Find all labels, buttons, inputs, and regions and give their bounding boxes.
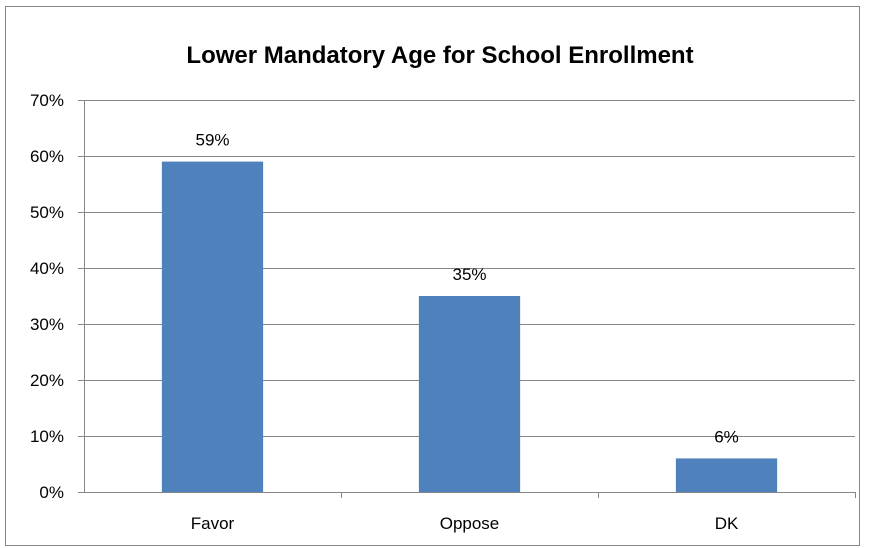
x-tick-label: DK (715, 514, 739, 533)
bar-oppose (418, 296, 521, 492)
y-tick-label: 40% (30, 259, 64, 278)
axes: 0% 10% 20% 30% 40% 50% 60% 70% Favor Oppose DK (30, 91, 856, 533)
x-tick-label: Favor (191, 514, 235, 533)
y-tick-label: 20% (30, 371, 64, 390)
data-label: 35% (452, 265, 486, 284)
y-tick-label: 30% (30, 315, 64, 334)
data-label: 59% (195, 131, 229, 150)
chart-title: Lower Mandatory Age for School Enrollmen… (186, 42, 693, 69)
bar-dk (675, 458, 778, 492)
y-tick-label: 10% (30, 427, 64, 446)
bars (161, 161, 778, 492)
y-tick-label: 70% (30, 91, 64, 110)
y-tick-label: 0% (39, 483, 64, 502)
x-tick-label: Oppose (440, 514, 500, 533)
data-labels: 59% 35% 6% (195, 131, 738, 447)
y-tick-label: 50% (30, 203, 64, 222)
data-label: 6% (714, 427, 739, 446)
y-tick-label: 60% (30, 147, 64, 166)
bar-favor (161, 161, 264, 492)
